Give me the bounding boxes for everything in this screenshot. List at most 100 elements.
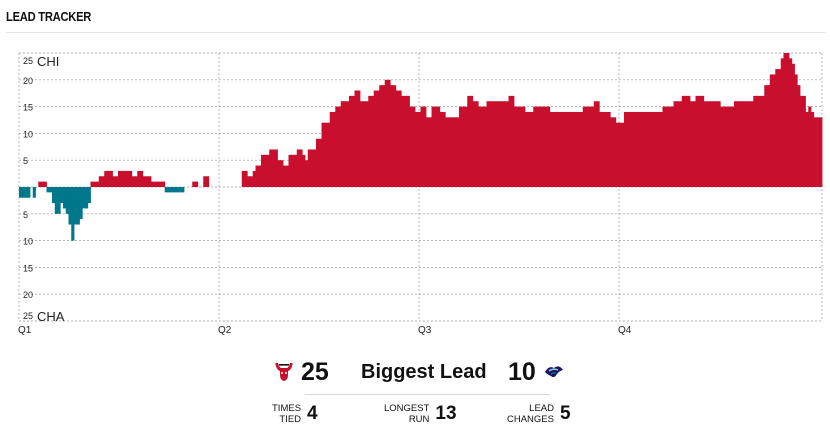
- lead-bar: [382, 85, 386, 187]
- lead-bar: [481, 106, 485, 187]
- times-tied-stat: TIMES TIED 4: [272, 399, 318, 429]
- lead-bar: [398, 90, 402, 187]
- lead-bar: [395, 90, 399, 187]
- lead-bar: [503, 101, 507, 187]
- lead-bar: [508, 95, 512, 187]
- lead-bar: [624, 111, 628, 187]
- lead-bar: [241, 170, 245, 187]
- lead-bar: [712, 101, 716, 187]
- lead-bar: [525, 111, 529, 187]
- chart-title: LEAD TRACKER: [6, 9, 92, 24]
- lead-bar: [745, 101, 749, 187]
- lead-bar: [742, 101, 746, 187]
- lead-bar: [250, 176, 254, 187]
- lead-bar: [57, 187, 61, 214]
- lead-bar: [734, 101, 738, 187]
- x-tick-label: Q4: [618, 325, 632, 336]
- lead-bar: [313, 149, 317, 187]
- lead-bar: [420, 106, 424, 187]
- lead-bar: [505, 101, 509, 187]
- lead-bar: [112, 176, 116, 187]
- lead-bar: [786, 53, 790, 187]
- lead-bar: [439, 111, 443, 187]
- team-label-bottom: CHA: [37, 309, 65, 324]
- lead-bar: [101, 176, 105, 187]
- lead-bar: [681, 95, 685, 187]
- lead-bar: [63, 187, 67, 209]
- lead-bar: [555, 111, 559, 187]
- lead-bar: [467, 95, 471, 187]
- lead-bar: [87, 187, 91, 204]
- lead-bar: [714, 101, 718, 187]
- hornets-logo-icon: [544, 366, 563, 378]
- lead-bar: [761, 95, 765, 187]
- lead-bar: [725, 106, 729, 187]
- lead-bar: [593, 101, 597, 187]
- lead-bar: [701, 95, 705, 187]
- lead-bar: [426, 117, 430, 187]
- lead-bar: [679, 101, 683, 187]
- lead-bar: [442, 111, 446, 187]
- lead-bar: [71, 187, 75, 241]
- lead-bar: [547, 106, 551, 187]
- lead-bar: [445, 117, 449, 187]
- lead-bar: [60, 187, 64, 204]
- lead-bar: [82, 187, 86, 209]
- lead-bar: [626, 111, 630, 187]
- lead-bar: [247, 176, 251, 187]
- lead-bar: [687, 95, 691, 187]
- lead-bar: [137, 170, 141, 187]
- lead-bar: [115, 176, 119, 187]
- lead-bar: [800, 95, 804, 187]
- lead-bar: [596, 101, 600, 187]
- lead-bar: [571, 111, 575, 187]
- lead-bar: [709, 101, 713, 187]
- lead-bar: [277, 160, 281, 187]
- lead-bar: [24, 187, 28, 198]
- x-tick-label: Q2: [218, 325, 232, 336]
- lead-bar: [560, 111, 564, 187]
- lead-bar: [288, 154, 292, 187]
- lead-bar: [791, 63, 795, 187]
- lead-bar: [269, 149, 273, 187]
- lead-bar: [96, 181, 100, 187]
- y-tick-label: 20: [23, 290, 33, 300]
- y-tick-label: 25: [23, 311, 33, 321]
- home-biggest-lead: 25: [273, 350, 329, 394]
- lead-bar: [684, 95, 688, 187]
- lead-bar: [52, 187, 56, 204]
- lead-bar: [615, 122, 619, 187]
- lead-bar: [351, 95, 355, 187]
- lead-bar: [549, 111, 553, 187]
- lead-bar: [500, 101, 504, 187]
- lead-bar: [530, 111, 534, 187]
- lead-bar: [316, 138, 320, 187]
- lead-bar: [692, 101, 696, 187]
- y-tick-label: 5: [23, 210, 28, 220]
- lead-bar: [651, 111, 655, 187]
- lead-bar: [142, 176, 146, 187]
- lead-changes-label: LEAD CHANGES: [507, 403, 554, 425]
- chart-labels: 25 20 15 10 5 5 10 15 20 25 CHI CHA Q1 Q2 Q3 Q4: [18, 54, 632, 336]
- lead-bar: [582, 106, 586, 187]
- lead-bar: [723, 106, 727, 187]
- lead-bar: [489, 101, 493, 187]
- lead-bar: [340, 101, 344, 187]
- lead-bar: [640, 111, 644, 187]
- lead-bar: [703, 101, 707, 187]
- lead-bar: [93, 181, 97, 187]
- lead-bar: [129, 170, 133, 187]
- lead-bar: [706, 101, 710, 187]
- lead-bar: [610, 117, 614, 187]
- lead-bar: [291, 154, 295, 187]
- lead-bar: [423, 106, 427, 187]
- lead-bar: [544, 106, 548, 187]
- lead-bar: [453, 117, 457, 187]
- lead-bar: [140, 170, 144, 187]
- lead-bar: [148, 176, 152, 187]
- lead-bar: [346, 101, 350, 187]
- lead-bar: [159, 181, 163, 187]
- x-tick-label: Q1: [18, 325, 32, 336]
- lead-bar: [566, 111, 570, 187]
- lead-bars: [19, 53, 823, 241]
